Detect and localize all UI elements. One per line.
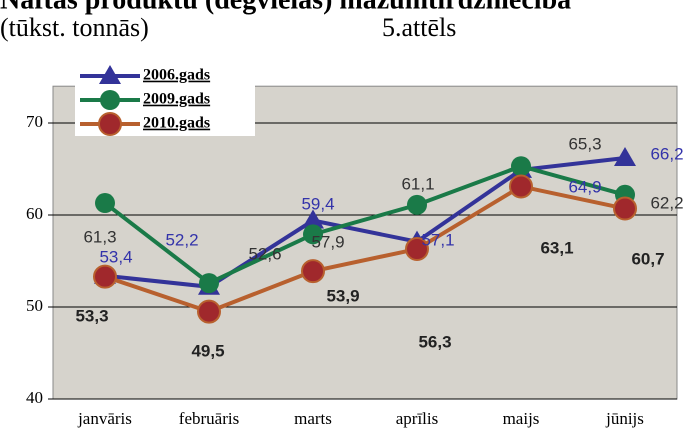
x-tick-label: aprīlis [396,409,439,428]
y-tick-label: 40 [26,388,43,407]
point-marker [613,196,637,221]
chart-title: Naftas produktu (degvielas) mazumtirdzni… [0,0,571,15]
data-label: 62,2 [650,193,683,212]
point-marker [199,273,219,294]
legend-label: 2009.gads [143,91,210,108]
x-tick-label: jūnijs [605,409,644,428]
data-label: 60,7 [631,249,664,268]
y-tick-label: 50 [26,296,43,315]
chart-subtitle: (tūkst. tonnās) [0,13,149,42]
figure-label: 5.attēls [382,13,456,42]
data-label: 65,3 [568,134,601,153]
data-label: 53,4 [99,247,132,266]
data-label: 63,1 [540,238,573,257]
series-line [104,155,626,289]
x-tick-label: marts [294,409,332,428]
x-tick-label: februāris [179,409,239,428]
point-marker [95,193,115,214]
point-marker [614,146,636,166]
data-label: 53,9 [326,286,359,305]
y-tick-label: 60 [26,204,43,223]
data-label: 53,3 [75,306,108,325]
legend-label: 2010.gads [143,115,210,132]
data-label: 59,4 [301,194,334,213]
data-label: 57,9 [311,232,344,251]
point-marker [405,237,429,262]
series-line [103,164,626,286]
data-label: 57,1 [421,230,454,249]
data-label: 49,5 [191,341,224,360]
data-label: 61,3 [83,227,116,246]
legend-marker [99,65,121,84]
point-marker [301,259,325,284]
legend-label: 2006.gads [143,67,210,84]
data-label: 52,2 [165,230,198,249]
point-marker [509,174,533,199]
y-tick-label: 70 [26,112,43,131]
point-marker [511,156,531,177]
data-label: 64,9 [568,177,601,196]
x-tick-label: maijs [503,409,540,428]
point-marker [407,194,427,215]
point-marker [93,264,117,289]
legend-marker [100,90,120,110]
point-marker [197,299,221,324]
point-marker [303,224,323,245]
data-label: 66,2 [650,144,683,163]
x-tick-label: janvāris [77,409,132,428]
data-label: 61,1 [401,174,434,193]
data-label: 56,3 [418,332,451,351]
point-marker [302,209,324,229]
series-line [104,184,626,314]
legend-marker [98,112,122,136]
data-label: 52,6 [248,244,281,263]
